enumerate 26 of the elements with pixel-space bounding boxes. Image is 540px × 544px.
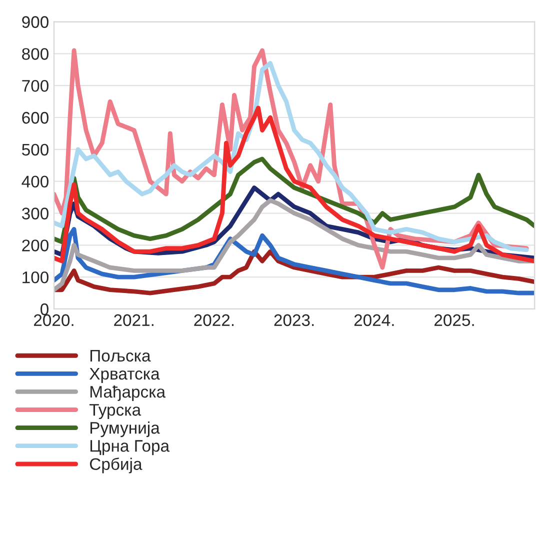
y-tick-label: 300 [22,208,48,220]
y-tick-label: 700 [22,80,48,92]
y-tick-label: 600 [22,112,48,124]
x-tick-label: 2021. [114,314,154,326]
legend-label: Србија [90,458,142,474]
legend-label: Мађарска [90,385,166,401]
y-tick-label: 0 [40,303,48,316]
line-series [54,249,535,296]
x-tick-label: 2024. [354,314,394,326]
legend-label: Пољска [90,350,151,362]
x-tick-label: 2025. [434,314,474,326]
legend-label: Хрватска [90,368,160,383]
legend-label: Румунија [90,422,160,438]
line-series [54,106,535,264]
line-series [54,198,535,292]
y-tick-label: 100 [22,271,48,284]
legend-label: Црна Гора [90,440,170,456]
y-tick-label: 800 [22,48,48,60]
y-tick-label: 400 [22,176,48,188]
x-tick-label: 2023. [274,314,314,326]
x-tick-label: 2020. [34,314,74,326]
x-tick-label: 2022. [194,314,234,326]
y-tick-label: 200 [22,240,48,252]
y-tick-label: 900 [22,16,48,28]
y-tick-label: 500 [22,144,48,156]
legend-label: Турска [90,404,142,420]
